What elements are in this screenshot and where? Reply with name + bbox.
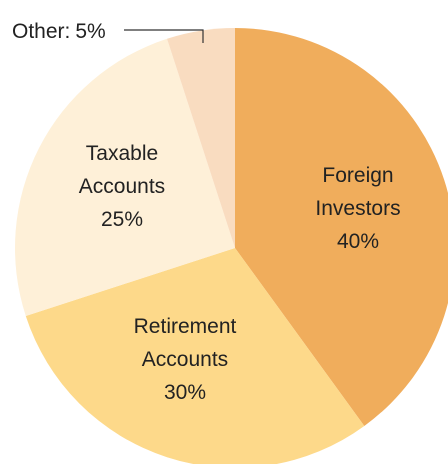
category-label: Retirement Accounts bbox=[134, 315, 237, 371]
slice-label: Taxable Accounts 25% bbox=[79, 142, 165, 231]
value-label: 5% bbox=[75, 20, 105, 43]
label-line: Investors bbox=[315, 197, 400, 220]
category-label: Taxable Accounts bbox=[79, 142, 165, 198]
value-label: 30% bbox=[164, 381, 206, 404]
value-label: 40% bbox=[337, 230, 379, 253]
pie-slice bbox=[25, 248, 365, 464]
pie-slice bbox=[14, 38, 236, 316]
pie-slice bbox=[167, 28, 235, 248]
label-line: Accounts bbox=[79, 175, 165, 198]
label-line: Foreign bbox=[322, 164, 393, 187]
category-label: Other: bbox=[12, 20, 70, 43]
label-line: Taxable bbox=[86, 142, 158, 165]
label-line: Retirement bbox=[134, 315, 237, 338]
slice-label: Retirement Accounts 30% bbox=[134, 315, 237, 404]
category-label: Foreign Investors bbox=[315, 164, 400, 220]
slice-label: Foreign Investors 40% bbox=[315, 164, 400, 253]
label-line: Accounts bbox=[142, 348, 228, 371]
pie-slice bbox=[235, 28, 448, 426]
value-label: 25% bbox=[101, 208, 143, 231]
leader-line bbox=[124, 29, 204, 43]
slice-label: Other: 5% bbox=[12, 20, 106, 43]
